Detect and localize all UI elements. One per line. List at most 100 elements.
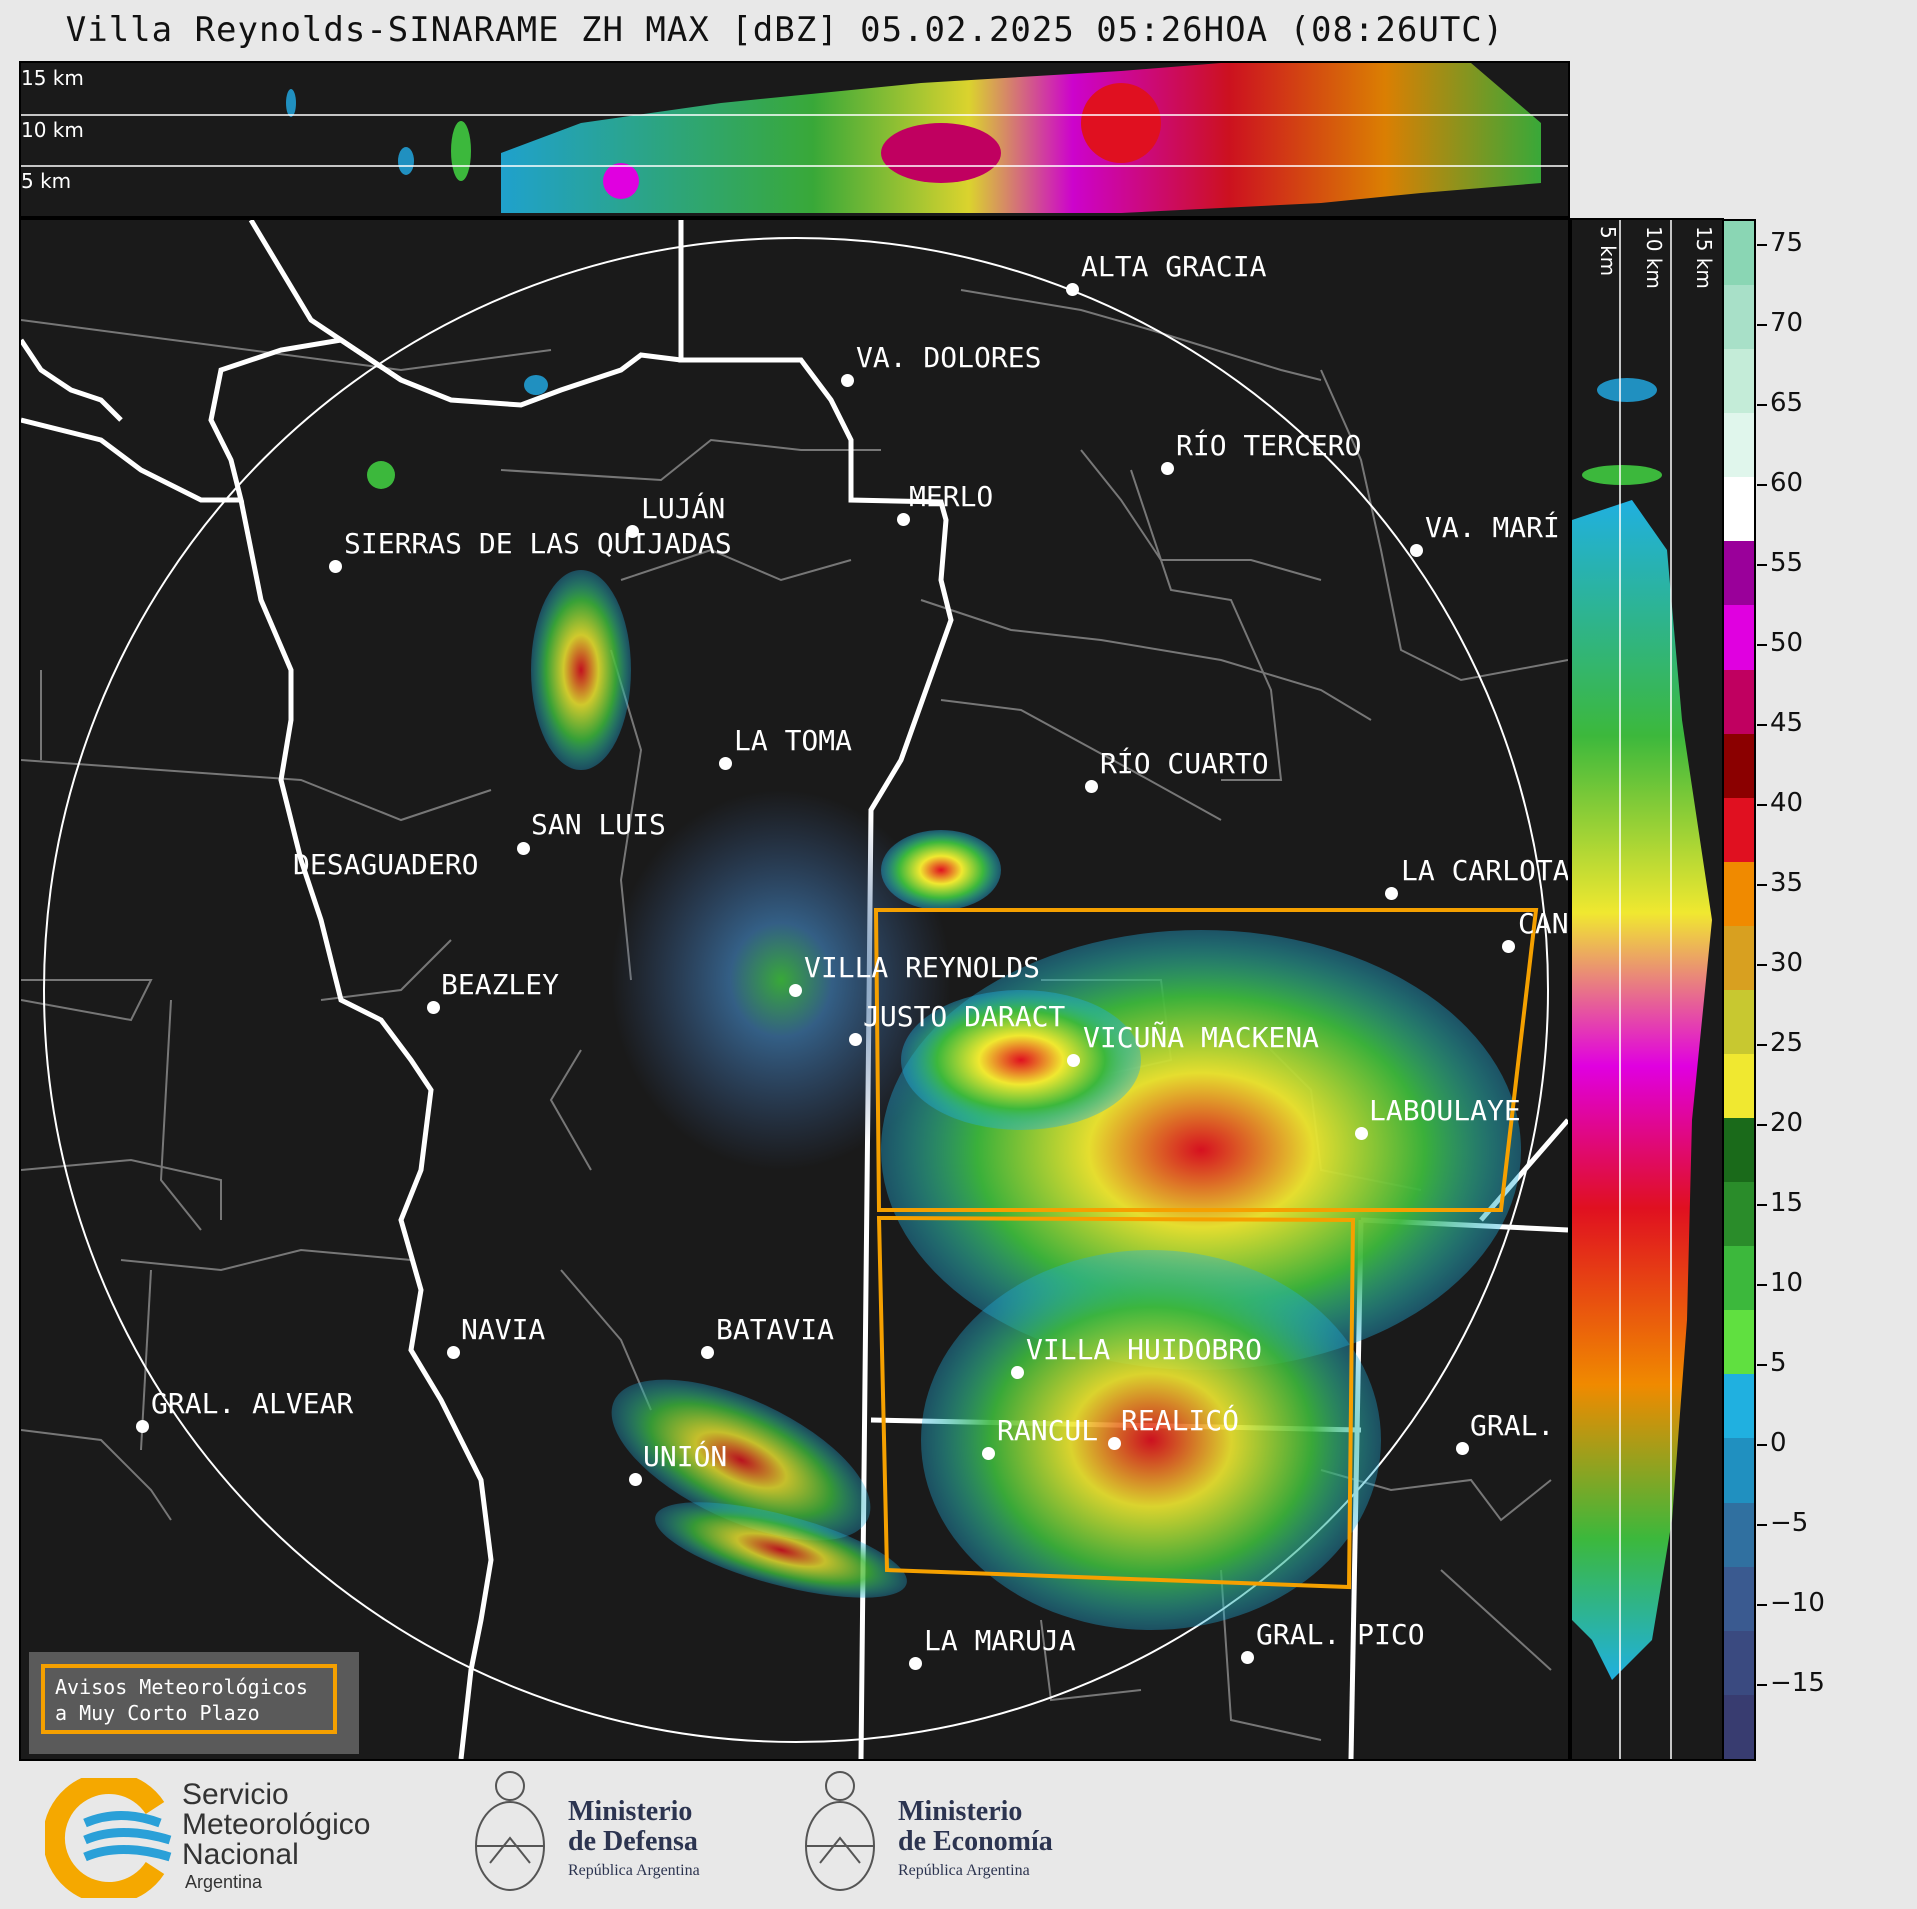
- city-label-rio-tercero: RÍO TERCERO: [1176, 429, 1362, 462]
- city-label-navia: NAVIA: [461, 1313, 546, 1346]
- city-label-realico: REALICÓ: [1121, 1404, 1240, 1437]
- colorbar-segment: [1724, 797, 1754, 862]
- colorbar-segment: [1724, 1118, 1754, 1183]
- colorbar-segment: [1724, 1502, 1754, 1567]
- city-label-desaguadero: DESAGUADERO: [293, 848, 479, 881]
- city-label-gral-pico: GRAL. PICO: [1256, 1618, 1425, 1651]
- city-label-beazley: BEAZLEY: [441, 968, 560, 1001]
- city-dot-la-carlota: [1385, 887, 1398, 900]
- top-cross-section-panel: 15 km 10 km 5 km: [19, 61, 1570, 218]
- smn-line1: Servicio: [182, 1778, 289, 1811]
- colorbar-segment: [1724, 285, 1754, 350]
- colorbar-tick: [1757, 1364, 1767, 1366]
- city-label-villa-huidobro: VILLA HUIDOBRO: [1026, 1333, 1263, 1366]
- colorbar-tick-label: 0: [1770, 1428, 1787, 1458]
- colorbar-segment: [1724, 1566, 1754, 1631]
- colorbar-tick-label: −5: [1770, 1508, 1809, 1538]
- city-dot-vicuna-mackena: [1067, 1054, 1080, 1067]
- colorbar-segment: [1724, 1694, 1754, 1759]
- city-dot-villa-reynolds: [789, 984, 802, 997]
- colorbar-segment: [1724, 733, 1754, 798]
- city-dot-va-dolores: [841, 374, 854, 387]
- colorbar-tick-label: 40: [1770, 788, 1804, 818]
- colorbar-tick: [1757, 244, 1767, 246]
- label-15km: 15 km: [21, 66, 84, 90]
- colorbar-tick-label: 10: [1770, 1268, 1804, 1298]
- city-dot-rio-tercero: [1161, 462, 1174, 475]
- colorbar-segment: [1724, 1246, 1754, 1311]
- warning-polygons: [873, 908, 1539, 1590]
- colorbar-tick-label: 60: [1770, 468, 1804, 498]
- city-dot-justo-daract: [849, 1033, 862, 1046]
- city-label-sierras: SIERRAS DE LAS QUIJADAS: [344, 527, 732, 560]
- city-label-villa-reynolds: VILLA REYNOLDS: [804, 951, 1041, 984]
- warning-legend-frame: Avisos Meteorológicos a Muy Corto Plazo: [41, 1664, 337, 1734]
- defensa-line3: República Argentina: [568, 1862, 700, 1879]
- colorbar-segment: [1724, 1374, 1754, 1439]
- city-dot-navia: [447, 1346, 460, 1359]
- ground-clutter: [611, 790, 951, 1170]
- storm-cell-merlo: [881, 830, 1001, 910]
- small-echo-n: [524, 375, 548, 395]
- colorbar-tick: [1757, 324, 1767, 326]
- city-label-vicuna-mackena: VICUÑA MACKENA: [1083, 1021, 1320, 1054]
- city-dot-va-maria: [1410, 544, 1423, 557]
- storm-cluster-south: [921, 1250, 1381, 1630]
- city-label-va-maria: VA. MARÍ: [1425, 511, 1560, 544]
- city-dot-merlo: [897, 513, 910, 526]
- colorbar-tick-label: 20: [1770, 1108, 1804, 1138]
- colorbar-segment: [1724, 413, 1754, 478]
- economia-line3: República Argentina: [898, 1862, 1030, 1879]
- city-dot-alta-gracia: [1066, 283, 1079, 296]
- city-label-la-toma: LA TOMA: [734, 724, 853, 757]
- radar-map-svg: [21, 220, 1568, 1759]
- city-dot-beazley: [427, 1001, 440, 1014]
- defensa-line1: Ministerio: [568, 1796, 693, 1827]
- colorbar-segment: [1724, 221, 1754, 286]
- city-dot-gral-alvear: [136, 1420, 149, 1433]
- colorbar-segment: [1724, 1438, 1754, 1503]
- colorbar-segment: [1724, 1054, 1754, 1119]
- colorbar-tick: [1757, 1524, 1767, 1526]
- side-label-15km: 15 km: [1692, 226, 1716, 289]
- storm-band-southwest: [611, 1379, 871, 1541]
- city-label-gral-alvear: GRAL. ALVEAR: [151, 1387, 354, 1420]
- city-dot-la-maruja: [909, 1657, 922, 1670]
- colorbar-tick: [1757, 404, 1767, 406]
- side-label-5km: 5 km: [1596, 226, 1620, 277]
- colorbar-tick-label: 70: [1770, 308, 1804, 338]
- radar-map-panel[interactable]: ALTA GRACIA VA. DOLORES RÍO TERCERO MERL…: [19, 218, 1570, 1761]
- defensa-line2: de Defensa: [568, 1826, 698, 1857]
- economia-line1: Ministerio: [898, 1796, 1023, 1827]
- colorbar-segment: [1724, 1310, 1754, 1375]
- colorbar-tick: [1757, 1604, 1767, 1606]
- defensa-shield-icon: [475, 1771, 545, 1891]
- city-dot-gral: [1456, 1442, 1469, 1455]
- colorbar-segment: [1724, 605, 1754, 670]
- colorbar-tick: [1757, 724, 1767, 726]
- colorbar-tick: [1757, 644, 1767, 646]
- side-cross-section-panel: 5 km 10 km 15 km: [1570, 218, 1724, 1761]
- label-5km: 5 km: [21, 169, 72, 193]
- city-dot-can: [1502, 940, 1515, 953]
- colorbar-tick-label: 5: [1770, 1348, 1787, 1378]
- warning-legend-line1: Avisos Meteorológicos: [55, 1675, 308, 1699]
- side-label-10km: 10 km: [1642, 226, 1666, 289]
- warning-legend-box: Avisos Meteorológicos a Muy Corto Plazo: [29, 1652, 359, 1754]
- city-label-gral: GRAL.: [1470, 1409, 1555, 1442]
- smn-logo-icon: [45, 1778, 172, 1898]
- colorbar-tick: [1757, 1444, 1767, 1446]
- city-label-justo-daract: JUSTO DARACT: [863, 1000, 1066, 1033]
- colorbar-segment: [1724, 541, 1754, 606]
- colorbar-tick-label: −15: [1770, 1668, 1825, 1698]
- colorbar-tick: [1757, 1284, 1767, 1286]
- colorbar-tick-label: 65: [1770, 388, 1804, 418]
- dbz-colorbar: [1722, 219, 1756, 1761]
- city-dot-la-toma: [719, 757, 732, 770]
- city-dot-sierras: [329, 560, 342, 573]
- chart-title: Villa Reynolds-SINARAME ZH MAX [dBZ] 05.…: [65, 10, 1505, 50]
- colorbar-tick-label: 55: [1770, 548, 1804, 578]
- colorbar-tick-label: 30: [1770, 948, 1804, 978]
- colorbar-tick: [1757, 1204, 1767, 1206]
- label-10km: 10 km: [21, 118, 84, 142]
